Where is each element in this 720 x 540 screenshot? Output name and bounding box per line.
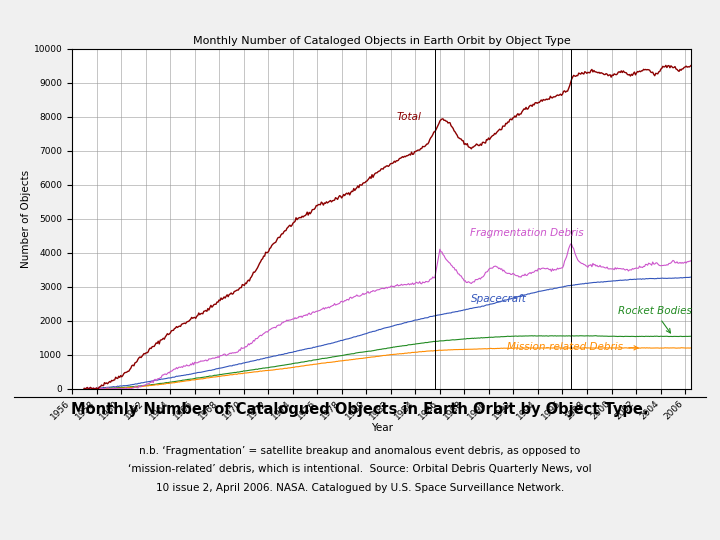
Title: Monthly Number of Cataloged Objects in Earth Orbit by Object Type: Monthly Number of Cataloged Objects in E… [193,36,570,46]
Text: n.b. ‘Fragmentation’ = satellite breakup and anomalous event debris, as opposed : n.b. ‘Fragmentation’ = satellite breakup… [140,446,580,456]
Text: Monthly Number of Catalogued Objects in Earth Orbit by Object Type.: Monthly Number of Catalogued Objects in … [71,402,649,417]
Y-axis label: Number of Objects: Number of Objects [21,170,31,268]
Text: Total: Total [397,112,422,122]
Text: 10 issue 2, April 2006. NASA. Catalogued by U.S. Space Surveillance Network.: 10 issue 2, April 2006. NASA. Catalogued… [156,483,564,494]
Text: Mission-related Debris: Mission-related Debris [508,342,638,352]
Text: ‘mission-related’ debris, which is intentional.  Source: Orbital Debris Quarterl: ‘mission-related’ debris, which is inten… [128,464,592,475]
X-axis label: Year: Year [371,422,392,433]
Text: Rocket Bodies: Rocket Bodies [618,306,691,333]
Text: Fragmentation Debris: Fragmentation Debris [470,228,584,238]
Text: Spacecraft: Spacecraft [470,294,526,304]
